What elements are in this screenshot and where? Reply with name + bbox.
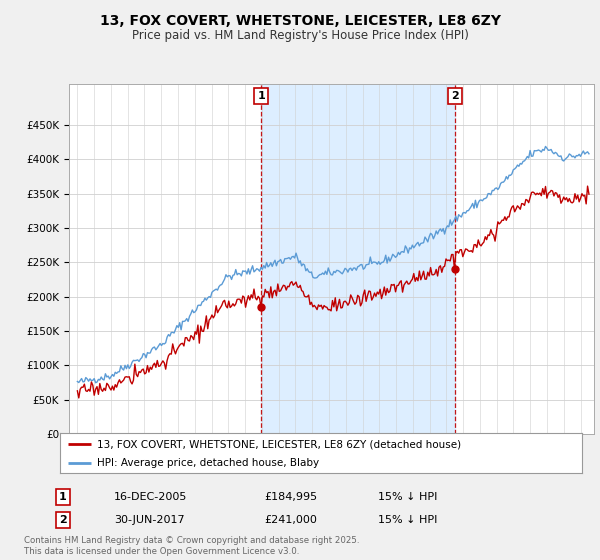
Text: £241,000: £241,000 [264, 515, 317, 525]
Text: £184,995: £184,995 [264, 492, 317, 502]
Text: 1: 1 [257, 91, 265, 101]
Text: 2: 2 [59, 515, 67, 525]
Text: Contains HM Land Registry data © Crown copyright and database right 2025.
This d: Contains HM Land Registry data © Crown c… [24, 536, 359, 556]
Text: 15% ↓ HPI: 15% ↓ HPI [378, 492, 437, 502]
Text: 15% ↓ HPI: 15% ↓ HPI [378, 515, 437, 525]
Text: 30-JUN-2017: 30-JUN-2017 [114, 515, 185, 525]
Text: HPI: Average price, detached house, Blaby: HPI: Average price, detached house, Blab… [97, 458, 319, 468]
Text: 1: 1 [59, 492, 67, 502]
Text: 13, FOX COVERT, WHETSTONE, LEICESTER, LE8 6ZY: 13, FOX COVERT, WHETSTONE, LEICESTER, LE… [100, 14, 500, 28]
Bar [261, 84, 455, 434]
Text: 16-DEC-2005: 16-DEC-2005 [114, 492, 187, 502]
Text: 13, FOX COVERT, WHETSTONE, LEICESTER, LE8 6ZY (detached house): 13, FOX COVERT, WHETSTONE, LEICESTER, LE… [97, 439, 461, 449]
Text: Price paid vs. HM Land Registry's House Price Index (HPI): Price paid vs. HM Land Registry's House … [131, 29, 469, 42]
Text: 2: 2 [451, 91, 458, 101]
